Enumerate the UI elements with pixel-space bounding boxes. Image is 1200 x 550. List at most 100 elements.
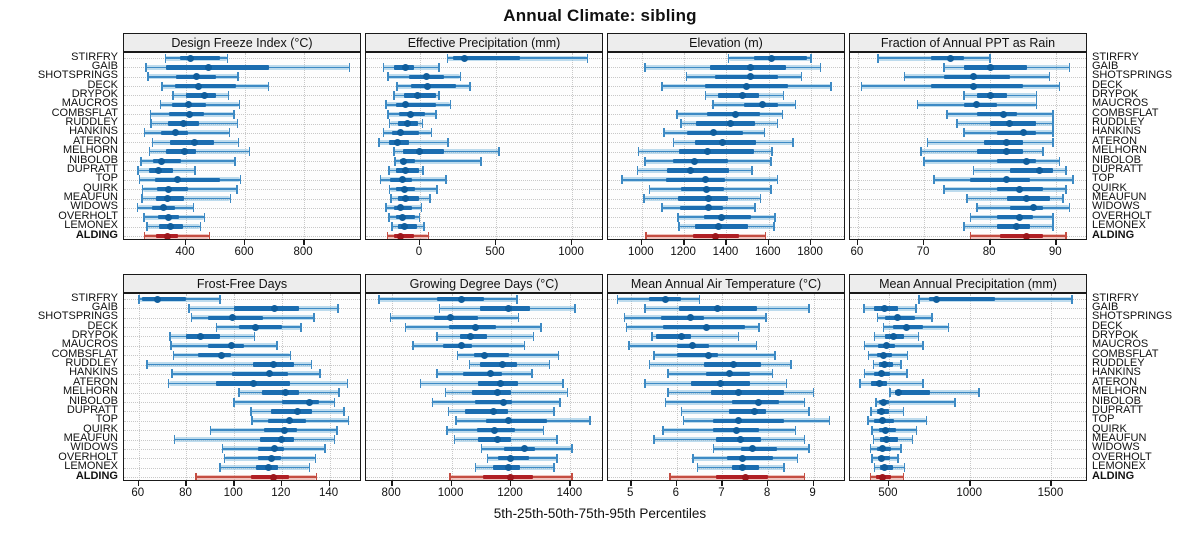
whisker-cap-95th <box>1052 222 1054 232</box>
row-guide-line <box>366 207 602 209</box>
whisker-cap-95th <box>208 231 211 239</box>
row-guide-line <box>366 142 602 144</box>
row-guide-line <box>124 189 360 191</box>
whisker-cap-95th <box>234 156 236 166</box>
x-tick-mark <box>767 481 769 486</box>
x-tick-label: 500 <box>878 487 898 499</box>
iqr-bar-25-75 <box>996 158 1037 164</box>
whisker-cap-95th <box>917 331 920 341</box>
median-dot <box>266 370 274 378</box>
whisker-cap-95th <box>790 360 792 370</box>
whisker-cap-5th <box>963 90 965 100</box>
whisker-cap-95th <box>764 231 767 239</box>
whisker-cap-5th <box>916 100 919 110</box>
whisker-cap-95th <box>559 397 561 407</box>
median-dot <box>398 176 406 184</box>
whisker-cap-95th <box>236 119 239 129</box>
whisker-cap-5th <box>661 81 663 91</box>
x-tick-mark <box>571 240 573 245</box>
whisker-cap-95th <box>438 62 440 72</box>
x-tick-mark <box>812 481 815 486</box>
whisker-cap-95th <box>754 203 756 213</box>
whisker-cap-95th <box>1065 184 1067 194</box>
whisker-cap-95th <box>571 444 573 454</box>
iqr-bar-25-75 <box>678 149 754 154</box>
median-dot <box>732 110 740 118</box>
whisker-line <box>380 178 446 181</box>
site-label-left: RUDDLEY <box>65 357 118 370</box>
grid-line-vertical <box>572 53 574 239</box>
whisker-cap-95th <box>1058 81 1061 91</box>
whisker-cap-95th <box>800 72 803 82</box>
median-dot <box>406 110 414 118</box>
whisker-cap-5th <box>875 397 877 407</box>
whisker-cap-5th <box>486 453 489 463</box>
median-dot <box>507 473 515 480</box>
median-dot <box>401 185 409 193</box>
median-dot <box>933 295 941 303</box>
site-label-left: QUIRK <box>83 181 118 194</box>
x-tick-mark <box>185 481 187 486</box>
whisker-cap-5th <box>251 416 253 426</box>
iqr-bar-25-75 <box>660 315 705 320</box>
site-label-left: COMBSFLAT <box>51 106 118 119</box>
whisker-cap-95th <box>902 472 905 480</box>
median-dot <box>741 473 749 480</box>
whisker-cap-5th <box>678 222 680 232</box>
whisker-cap-5th <box>456 350 459 360</box>
median-dot <box>163 232 171 239</box>
whisker-cap-5th <box>863 369 866 379</box>
median-dot <box>1016 213 1024 221</box>
iqr-bar-25-75 <box>250 474 290 480</box>
iqr-bar-25-75 <box>753 55 807 61</box>
whisker-cap-5th <box>172 350 175 360</box>
grid-line-vertical <box>186 53 187 239</box>
site-label-right: TOP <box>1092 172 1115 185</box>
median-dot <box>1023 195 1031 203</box>
whisker-cap-95th <box>459 72 462 82</box>
whisker-cap-5th <box>446 53 449 63</box>
grid-line-vertical <box>138 294 140 480</box>
whisker-cap-95th <box>248 147 251 157</box>
whisker-cap-95th <box>523 341 526 351</box>
grid-line-vertical <box>186 294 188 480</box>
whisker-cap-95th <box>237 137 240 147</box>
x-tick-label: 1200 <box>497 487 523 499</box>
x-tick-label: 0 <box>415 246 423 258</box>
whisker-line <box>142 188 238 190</box>
whisker-cap-95th <box>1068 203 1071 213</box>
median-dot <box>397 129 405 137</box>
site-label-right: LEMONEX <box>1092 460 1146 473</box>
whisker-cap-95th <box>776 119 779 129</box>
grid-line-vertical <box>726 53 728 239</box>
x-tick-label: 1600 <box>754 246 781 258</box>
median-dot <box>973 101 981 109</box>
row-guide-line <box>850 236 1086 237</box>
whisker-cap-5th <box>628 341 630 351</box>
whisker-cap-5th <box>190 313 193 323</box>
median-dot <box>702 323 710 331</box>
median-dot <box>725 370 733 378</box>
iqr-bar-25-75 <box>452 55 521 61</box>
row-guide-line <box>850 217 1086 219</box>
whisker-cap-95th <box>289 350 292 360</box>
grid-line-vertical <box>813 294 815 480</box>
median-dot <box>730 361 738 369</box>
grid-line-vertical <box>245 53 247 239</box>
whisker-cap-95th <box>556 435 558 445</box>
row-guide-line <box>124 170 360 172</box>
whisker-line <box>889 391 980 394</box>
whisker-cap-95th <box>1071 294 1073 304</box>
median-dot <box>1003 148 1011 156</box>
x-tick-mark <box>569 481 571 486</box>
whisker-cap-95th <box>781 109 784 119</box>
whisker-cap-5th <box>872 435 875 445</box>
row-guide-line <box>850 364 1086 366</box>
whisker-cap-5th <box>238 388 240 398</box>
x-tick-label: 400 <box>175 246 195 258</box>
whisker-cap-95th <box>229 194 232 204</box>
median-dot <box>758 101 766 109</box>
whisker-cap-95th <box>931 313 933 323</box>
x-tick-label: 1500 <box>1037 487 1064 499</box>
iqr-bar-25-75 <box>391 130 420 136</box>
